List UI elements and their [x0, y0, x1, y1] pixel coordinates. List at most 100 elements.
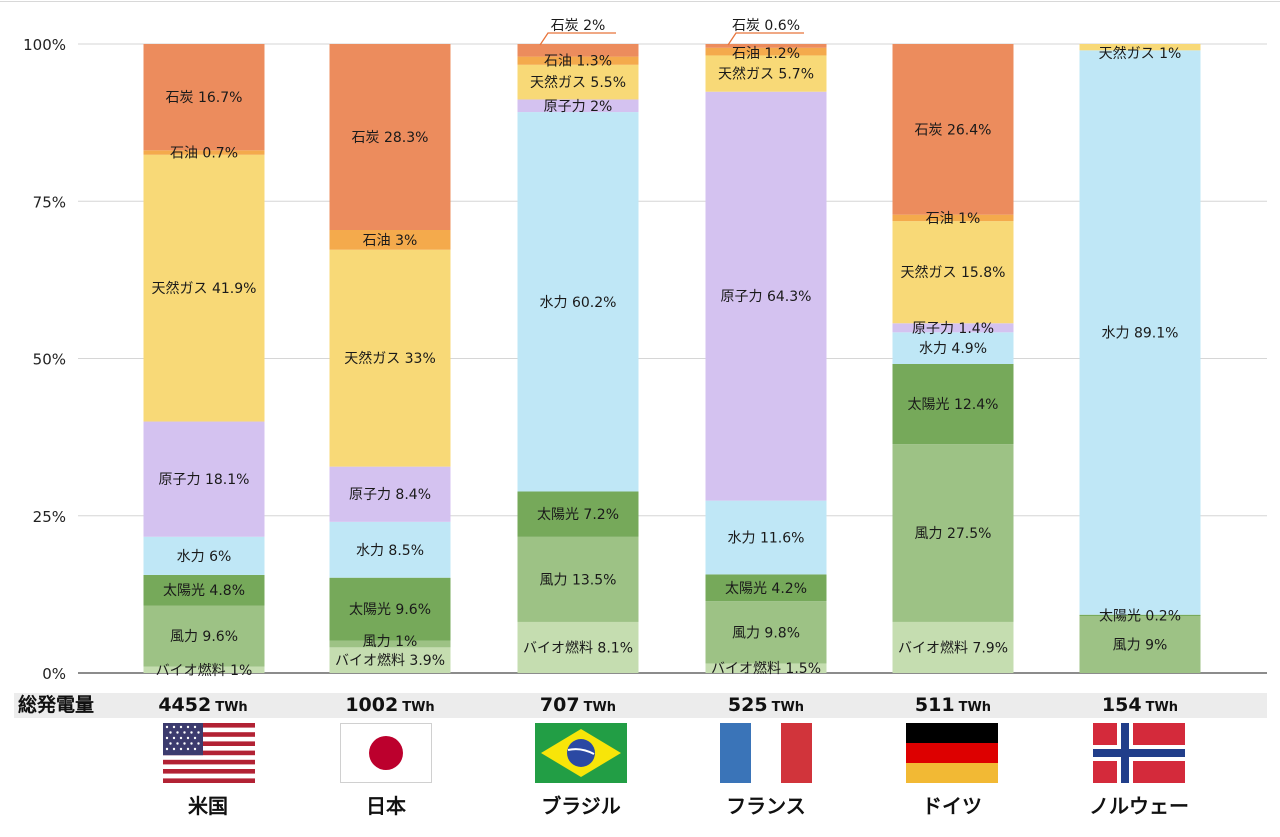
data-label: 天然ガス 5.7%: [718, 66, 814, 83]
y-tick-label: 75%: [33, 193, 66, 211]
data-label: 風力 9%: [1113, 637, 1168, 653]
country-name-france: フランス: [726, 794, 806, 818]
data-label: 水力 6%: [177, 549, 232, 565]
top-border: [0, 1, 1280, 2]
data-label: 水力 4.9%: [919, 341, 987, 357]
bar-segment-wind: [329, 640, 451, 648]
total-value-japan: 1002 TWh: [345, 694, 435, 716]
data-label: 水力 11.6%: [728, 531, 805, 547]
bar-segment-coal: [892, 44, 1014, 215]
data-label: 天然ガス 33%: [344, 350, 436, 367]
bar-segment-hydro: [329, 521, 451, 578]
data-label: 風力 27.5%: [915, 526, 992, 542]
bar-segment-nuclear: [517, 99, 639, 113]
country-name-norway: ノルウェー: [1089, 794, 1189, 818]
norway-flag-icon: [1093, 723, 1185, 783]
data-label: バイオ燃料 1%: [156, 662, 253, 679]
bar-segment-wind: [1079, 615, 1201, 673]
bar-segment-oil: [892, 214, 1014, 222]
bar-segment-solar: [143, 574, 265, 606]
bar-segment-solar: [1079, 614, 1201, 616]
callout-line: [539, 32, 616, 46]
total-value-france: 525 TWh: [727, 694, 805, 716]
data-label: 太陽光 12.4%: [908, 397, 999, 413]
france-flag-icon: [720, 723, 812, 783]
data-label: 風力 9.6%: [170, 629, 238, 645]
bar-segment-natural-gas: [143, 154, 265, 422]
data-label: 原子力 64.3%: [721, 289, 812, 305]
data-label: 天然ガス 1%: [1099, 45, 1182, 62]
y-tick-label: 0%: [42, 665, 66, 683]
y-tick-label: 25%: [33, 508, 66, 526]
country-name-germany: ドイツ: [922, 794, 982, 818]
data-label: 天然ガス 15.8%: [901, 264, 1006, 281]
total-generation-band: [14, 693, 1267, 718]
country-name-us: 米国: [188, 794, 228, 818]
data-label: バイオ燃料 8.1%: [523, 639, 633, 656]
callout-line: [727, 32, 804, 46]
total-value-norway: 154 TWh: [1101, 694, 1179, 716]
total-value-brazil: 707 TWh: [539, 694, 617, 716]
bar-segment-solar: [705, 574, 827, 602]
bar-segment-wind: [705, 601, 827, 664]
germany-flag-icon: [906, 723, 998, 783]
data-label: 石油 0.7%: [170, 146, 238, 162]
data-label: 太陽光 4.2%: [725, 581, 807, 597]
y-tick-label: 50%: [33, 351, 66, 369]
data-label: 水力 89.1%: [1102, 326, 1179, 342]
data-label: 石炭 16.7%: [166, 90, 243, 106]
data-label: 水力 8.5%: [356, 543, 424, 559]
bar-segment-wind: [143, 605, 265, 667]
bar-segment-oil: [329, 230, 451, 250]
bar-segment-biofuel: [517, 621, 639, 673]
bar-segment-nuclear: [329, 466, 451, 522]
data-label: バイオ燃料 7.9%: [898, 639, 1008, 656]
data-label: 水力 60.2%: [540, 295, 617, 311]
data-label: 原子力 2%: [544, 99, 613, 115]
bar-segment-hydro: [892, 332, 1014, 364]
data-label: バイオ燃料 1.5%: [711, 660, 821, 677]
data-label: 石油 3%: [363, 233, 418, 249]
bar-segment-oil: [143, 150, 265, 155]
us-flag-icon: [163, 723, 255, 783]
data-label: 原子力 8.4%: [349, 487, 431, 503]
data-label: 風力 9.8%: [732, 625, 800, 641]
data-label: 太陽光 0.2%: [1099, 608, 1181, 624]
data-label: 天然ガス 41.9%: [152, 280, 257, 297]
data-label: 太陽光 4.8%: [163, 583, 245, 599]
data-label: 石油 1%: [926, 211, 981, 227]
bar-segment-natural-gas: [329, 249, 451, 467]
bar-segment-hydro: [705, 500, 827, 575]
data-label: 石炭 26.4%: [915, 122, 992, 138]
bar-segment-hydro: [1079, 50, 1201, 615]
bar-segment-coal: [705, 44, 827, 48]
bar-segment-solar: [329, 577, 451, 641]
bar-segment-biofuel: [143, 666, 265, 673]
bar-segment-natural-gas: [1079, 44, 1201, 51]
brazil-flag-icon: [535, 723, 627, 783]
y-tick-label: 100%: [23, 36, 66, 54]
bar-segment-oil: [705, 47, 827, 56]
bar-segment-wind: [892, 444, 1014, 622]
data-label: 原子力 1.4%: [912, 321, 994, 337]
data-label: 原子力 18.1%: [159, 472, 250, 488]
total-value-us: 4452 TWh: [158, 694, 248, 716]
data-label: 太陽光 9.6%: [349, 602, 431, 618]
japan-flag-icon: [340, 723, 432, 783]
country-name-brazil: ブラジル: [541, 794, 621, 818]
bar-segment-coal: [517, 44, 639, 57]
bar-segment-biofuel: [892, 621, 1014, 673]
bar-segment-natural-gas: [892, 221, 1014, 324]
bar-segment-hydro: [517, 112, 639, 492]
data-label: 風力 13.5%: [540, 572, 617, 588]
bar-segment-natural-gas: [517, 64, 639, 100]
bar-segment-wind: [517, 536, 639, 622]
bar-segment-hydro: [143, 536, 265, 575]
country-name-japan: 日本: [366, 794, 406, 818]
bar-segment-oil: [517, 56, 639, 65]
bar-segment-solar: [892, 363, 1014, 445]
bar-segment-natural-gas: [705, 55, 827, 92]
bar-segment-coal: [329, 44, 451, 231]
stacked-bar-chart: 0% 25% 50% 75% 100% バイオ燃料 1% 風力 9.6% 太陽光 4.8% 水力…: [23, 18, 1267, 683]
data-label: バイオ燃料 3.9%: [335, 652, 445, 669]
